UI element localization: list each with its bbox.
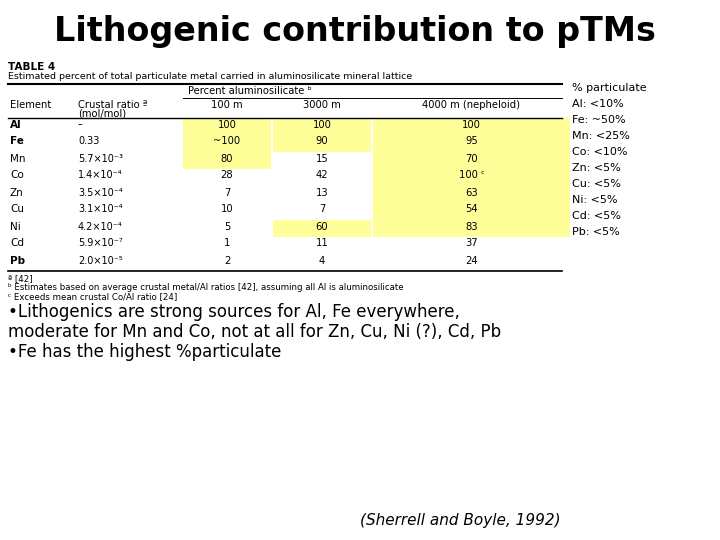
Text: Fe: ~50%: Fe: ~50% xyxy=(572,115,626,125)
Text: ª [42]: ª [42] xyxy=(8,274,32,283)
Text: 4: 4 xyxy=(319,255,325,266)
Text: 28: 28 xyxy=(221,171,233,180)
Text: Co: <10%: Co: <10% xyxy=(572,147,628,157)
Text: 5.9×10⁻⁷: 5.9×10⁻⁷ xyxy=(78,239,122,248)
Text: Co: Co xyxy=(10,171,24,180)
Text: (mol/mol): (mol/mol) xyxy=(78,109,126,119)
Text: Mn: Mn xyxy=(10,153,25,164)
Text: Cd: <5%: Cd: <5% xyxy=(572,211,621,221)
Text: 100: 100 xyxy=(462,119,481,130)
Bar xyxy=(183,118,271,135)
Text: 54: 54 xyxy=(465,205,478,214)
Text: 100 ᶜ: 100 ᶜ xyxy=(459,171,485,180)
Text: 100: 100 xyxy=(312,119,331,130)
Text: 11: 11 xyxy=(315,239,328,248)
Text: 70: 70 xyxy=(465,153,478,164)
Text: –: – xyxy=(78,119,83,130)
Text: 3.5×10⁻⁴: 3.5×10⁻⁴ xyxy=(78,187,122,198)
Bar xyxy=(273,135,371,152)
Text: 7: 7 xyxy=(319,205,325,214)
Text: 3000 m: 3000 m xyxy=(303,100,341,110)
Text: 15: 15 xyxy=(315,153,328,164)
Text: 4000 m (nepheloid): 4000 m (nepheloid) xyxy=(423,100,521,110)
Text: 1: 1 xyxy=(224,239,230,248)
Text: Cd: Cd xyxy=(10,239,24,248)
Bar xyxy=(183,152,271,169)
Text: •Lithogenics are strong sources for Al, Fe everywhere,: •Lithogenics are strong sources for Al, … xyxy=(8,303,460,321)
Text: Ni: <5%: Ni: <5% xyxy=(572,195,618,205)
Text: Cu: <5%: Cu: <5% xyxy=(572,179,621,189)
Text: 100: 100 xyxy=(217,119,236,130)
Bar xyxy=(373,135,570,152)
Text: 13: 13 xyxy=(315,187,328,198)
Text: 90: 90 xyxy=(315,137,328,146)
Text: 37: 37 xyxy=(465,239,478,248)
Text: 2.0×10⁻⁵: 2.0×10⁻⁵ xyxy=(78,255,122,266)
Bar xyxy=(273,118,371,135)
Text: Fe: Fe xyxy=(10,137,24,146)
Bar xyxy=(373,169,570,186)
Text: Pb: <5%: Pb: <5% xyxy=(572,227,620,237)
Text: 5: 5 xyxy=(224,221,230,232)
Bar xyxy=(373,220,570,237)
Bar xyxy=(373,152,570,169)
Text: 63: 63 xyxy=(465,187,478,198)
Text: Al: Al xyxy=(10,119,22,130)
Bar xyxy=(183,135,271,152)
Text: Lithogenic contribution to pTMs: Lithogenic contribution to pTMs xyxy=(54,15,656,48)
Text: 42: 42 xyxy=(315,171,328,180)
Text: (Sherrell and Boyle, 1992): (Sherrell and Boyle, 1992) xyxy=(360,513,560,528)
Bar xyxy=(373,203,570,220)
Text: 4.2×10⁻⁴: 4.2×10⁻⁴ xyxy=(78,221,122,232)
Text: Element: Element xyxy=(10,100,51,110)
Text: % particulate: % particulate xyxy=(572,83,647,93)
Text: Mn: <25%: Mn: <25% xyxy=(572,131,630,141)
Text: 80: 80 xyxy=(221,153,233,164)
Text: 3.1×10⁻⁴: 3.1×10⁻⁴ xyxy=(78,205,122,214)
Text: 83: 83 xyxy=(465,221,478,232)
Text: 60: 60 xyxy=(315,221,328,232)
Bar xyxy=(273,220,371,237)
Text: 1.4×10⁻⁴: 1.4×10⁻⁴ xyxy=(78,171,122,180)
Text: ᵇ Estimates based on average crustal metal/Al ratios [42], assuming all Al is al: ᵇ Estimates based on average crustal met… xyxy=(8,283,404,292)
Text: Estimated percent of total particulate metal carried in aluminosilicate mineral : Estimated percent of total particulate m… xyxy=(8,72,413,81)
Text: 2: 2 xyxy=(224,255,230,266)
Text: TABLE 4: TABLE 4 xyxy=(8,62,55,72)
Bar xyxy=(373,186,570,203)
Text: 95: 95 xyxy=(465,137,478,146)
Text: 0.33: 0.33 xyxy=(78,137,99,146)
Text: Zn: Zn xyxy=(10,187,24,198)
Text: Pb: Pb xyxy=(10,255,25,266)
Text: Percent aluminosilicate ᵇ: Percent aluminosilicate ᵇ xyxy=(188,86,312,96)
Text: ~100: ~100 xyxy=(213,137,240,146)
Text: ᶜ Exceeds mean crustal Co/Al ratio [24]: ᶜ Exceeds mean crustal Co/Al ratio [24] xyxy=(8,292,177,301)
Bar xyxy=(373,118,570,135)
Text: 10: 10 xyxy=(221,205,233,214)
Text: 5.7×10⁻³: 5.7×10⁻³ xyxy=(78,153,123,164)
Text: 100 m: 100 m xyxy=(211,100,243,110)
Text: moderate for Mn and Co, not at all for Zn, Cu, Ni (?), Cd, Pb: moderate for Mn and Co, not at all for Z… xyxy=(8,323,501,341)
Text: Zn: <5%: Zn: <5% xyxy=(572,163,621,173)
Text: •Fe has the highest %particulate: •Fe has the highest %particulate xyxy=(8,343,282,361)
Text: 7: 7 xyxy=(224,187,230,198)
Text: Cu: Cu xyxy=(10,205,24,214)
Text: Al: <10%: Al: <10% xyxy=(572,99,624,109)
Text: 24: 24 xyxy=(465,255,478,266)
Text: Crustal ratio ª: Crustal ratio ª xyxy=(78,100,148,110)
Text: Ni: Ni xyxy=(10,221,21,232)
